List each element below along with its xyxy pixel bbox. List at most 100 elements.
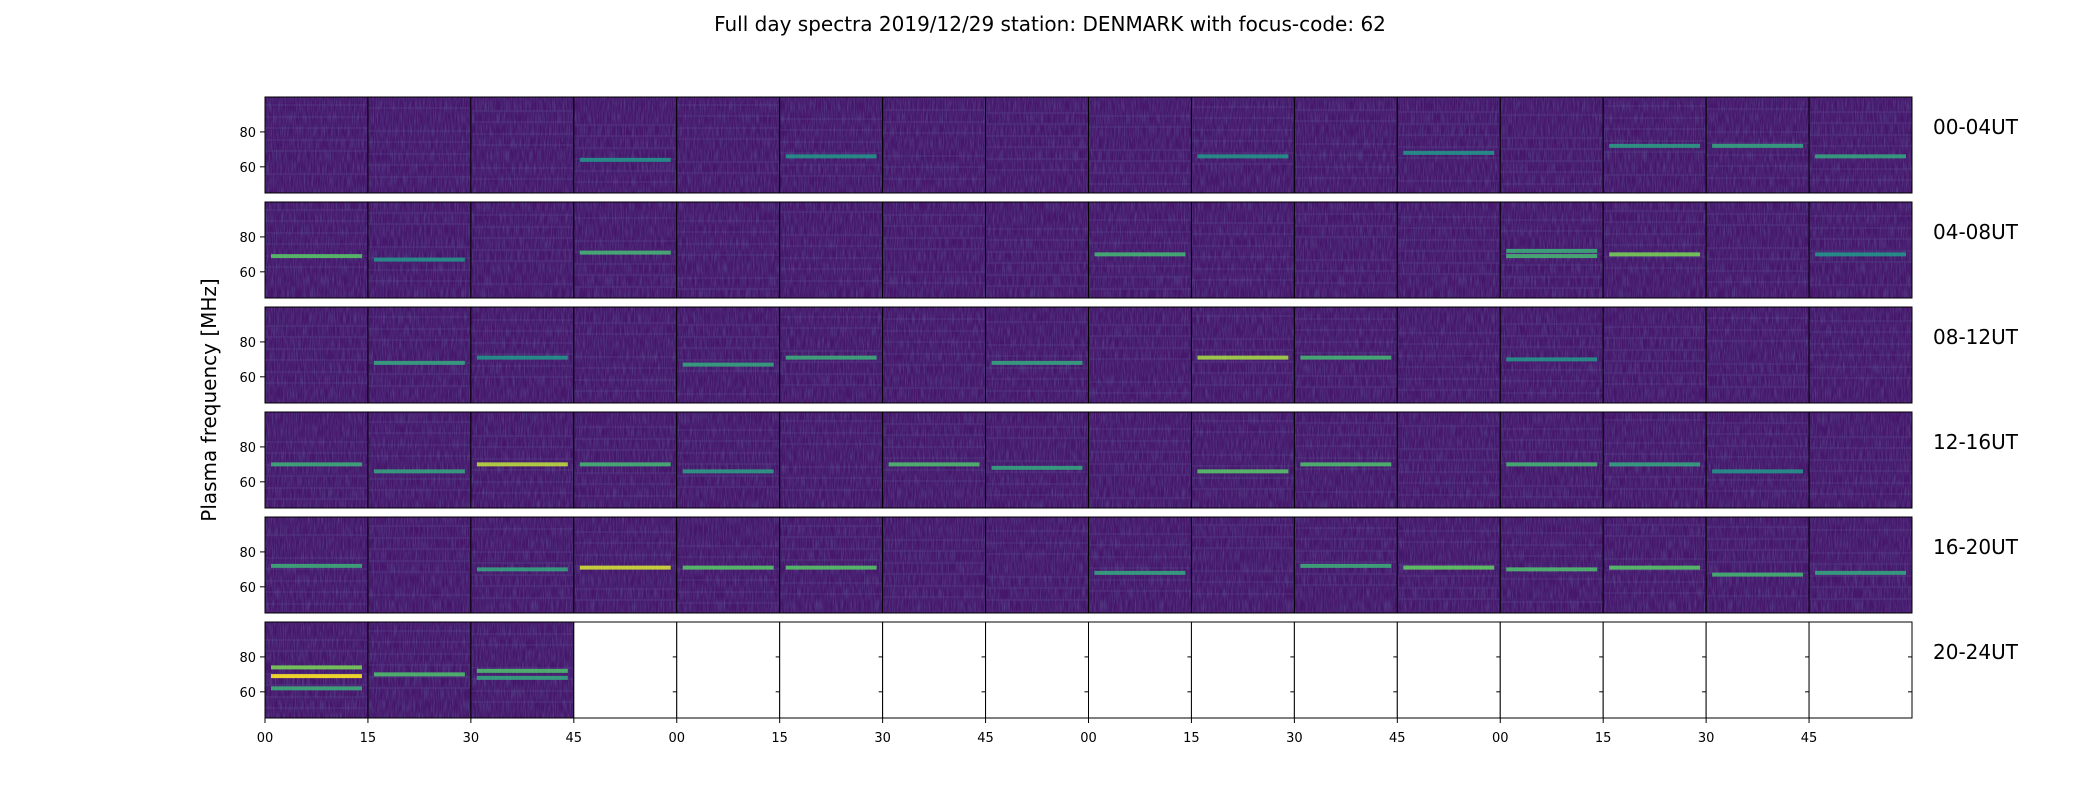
- empty-panel: [1191, 622, 1295, 718]
- spectrogram-noise: [985, 412, 1089, 508]
- x-tick-label: 15: [1595, 731, 1612, 746]
- y-tick-label: 60: [239, 266, 256, 281]
- spectrogram-noise: [779, 412, 883, 508]
- spectrogram-noise: [1706, 517, 1810, 613]
- x-tick-label: 30: [463, 731, 480, 746]
- spectrogram-noise: [1397, 307, 1501, 403]
- spectrogram-noise: [1294, 202, 1398, 298]
- emission-band: [682, 362, 774, 367]
- spectrogram-noise: [779, 97, 883, 193]
- spectrogram-noise: [882, 97, 986, 193]
- emission-band: [1815, 154, 1906, 159]
- spectrogram-noise: [985, 517, 1089, 613]
- emission-band: [1609, 143, 1701, 148]
- spectrogram-noise: [1603, 412, 1707, 508]
- spectrogram-noise: [985, 307, 1089, 403]
- emission-band: [682, 469, 774, 474]
- spectrogram-noise: [1500, 307, 1604, 403]
- y-tick-label: 80: [239, 651, 256, 666]
- spectrogram-noise: [1603, 202, 1707, 298]
- spectra-row: 60 80 20-24UT: [239, 621, 2019, 719]
- emission-band: [785, 565, 877, 570]
- panel-border: [1808, 411, 1913, 509]
- spectrogram-noise: [676, 307, 780, 403]
- emission-band: [1815, 252, 1906, 257]
- emission-band: [579, 565, 671, 570]
- spectrogram-noise: [779, 202, 883, 298]
- spectrogram-noise: [1809, 97, 1912, 193]
- spectra-row: 60 80 04-08UT: [239, 201, 2019, 299]
- y-axis-label: Plasma frequency [MHz]: [197, 278, 221, 521]
- emission-band: [271, 563, 362, 568]
- spectrogram-noise: [1500, 412, 1604, 508]
- emission-band: [271, 254, 362, 259]
- spectrogram-noise: [367, 97, 471, 193]
- panel-border: [1808, 516, 1913, 614]
- spectrogram-noise: [779, 517, 883, 613]
- spectrogram-noise: [265, 622, 368, 718]
- emission-band: [1403, 565, 1495, 570]
- x-tick-label: 00: [668, 731, 685, 746]
- spectrogram-noise: [779, 307, 883, 403]
- y-tick-label: 60: [239, 371, 256, 386]
- spectrogram-noise: [1500, 517, 1604, 613]
- empty-panel: [1809, 622, 1912, 718]
- spectrogram-noise: [882, 202, 986, 298]
- emission-band: [1609, 565, 1701, 570]
- emission-band: [1094, 252, 1186, 257]
- x-tick-label: 00: [1080, 731, 1097, 746]
- spectrogram-noise: [1294, 97, 1398, 193]
- spectrogram-noise: [265, 97, 368, 193]
- empty-panel: [1603, 622, 1707, 718]
- spectrogram-noise: [470, 412, 574, 508]
- x-tick-label: 45: [1389, 731, 1406, 746]
- emission-band: [1197, 355, 1289, 360]
- emission-band: [1300, 355, 1392, 360]
- emission-band: [991, 465, 1083, 470]
- y-tick-label: 60: [239, 161, 256, 176]
- x-tick-label: 30: [1698, 731, 1715, 746]
- emission-band: [579, 250, 671, 255]
- emission-band: [1197, 469, 1289, 474]
- emission-band: [271, 665, 362, 670]
- spectrogram-noise: [985, 202, 1089, 298]
- spectrogram-noise: [1088, 202, 1192, 298]
- empty-panel: [779, 622, 883, 718]
- spectrogram-noise: [265, 202, 368, 298]
- empty-panel: [1088, 622, 1192, 718]
- emission-band: [1300, 462, 1392, 467]
- spectrogram-noise: [1706, 202, 1810, 298]
- spectrogram-noise: [573, 517, 677, 613]
- spectrogram-noise: [573, 412, 677, 508]
- emission-band: [579, 462, 671, 467]
- spectrogram-noise: [367, 307, 471, 403]
- x-tick-label: 00: [257, 731, 274, 746]
- spectrogram-noise: [1397, 97, 1501, 193]
- spectrogram-noise: [1706, 307, 1810, 403]
- y-tick-label: 80: [239, 336, 256, 351]
- panel-border: [1808, 621, 1913, 719]
- x-tick-label: 30: [874, 731, 891, 746]
- empty-panel: [985, 622, 1089, 718]
- spectrogram-noise: [1191, 517, 1295, 613]
- y-tick-label: 60: [239, 581, 256, 596]
- spectrogram-noise: [676, 412, 780, 508]
- spectrogram-noise: [1088, 412, 1192, 508]
- emission-band: [1506, 567, 1598, 572]
- emission-band: [1712, 469, 1804, 474]
- x-tick-label: 45: [566, 731, 583, 746]
- spectrogram-noise: [1294, 412, 1398, 508]
- emission-band: [1506, 357, 1598, 362]
- emission-band: [1712, 143, 1804, 148]
- row-time-label: 00-04UT: [1933, 115, 2019, 139]
- spectrogram-noise: [1809, 202, 1912, 298]
- spectrogram-noise: [882, 517, 986, 613]
- spectra-row: 60 80 12-16UT: [239, 411, 2019, 509]
- spectrogram-noise: [882, 307, 986, 403]
- spectrogram-noise: [1397, 202, 1501, 298]
- emission-band: [271, 686, 362, 691]
- emission-band: [785, 154, 877, 159]
- emission-band: [373, 360, 465, 365]
- x-tick-label: 00: [1492, 731, 1509, 746]
